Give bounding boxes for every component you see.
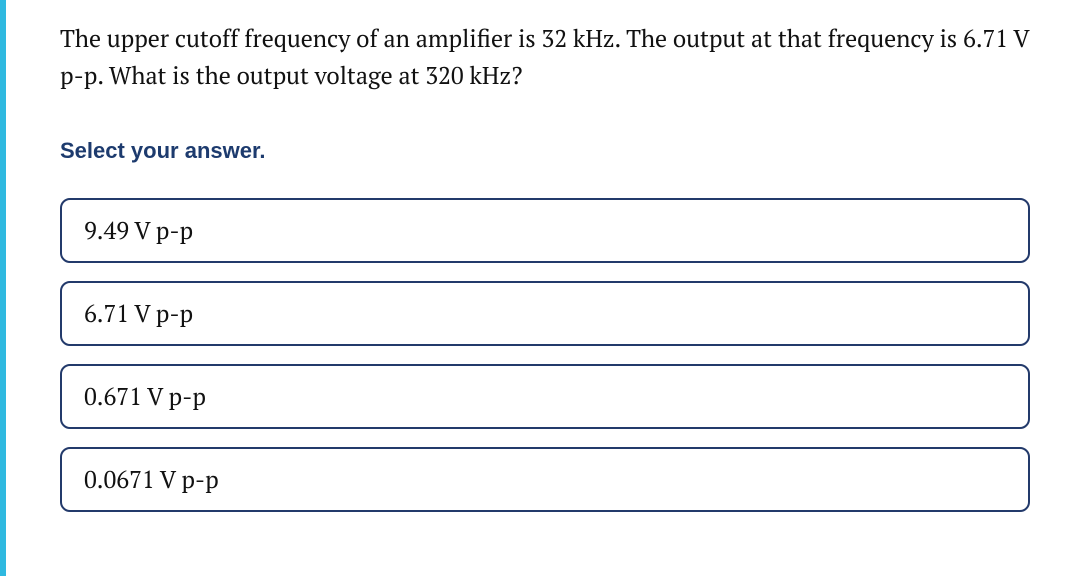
select-answer-prompt: Select your answer. xyxy=(60,138,1030,164)
answer-option-0[interactable]: 9.49 V p-p xyxy=(60,198,1030,263)
answer-option-label: 0.671 V p-p xyxy=(84,380,206,412)
answer-options: 9.49 V p-p 6.71 V p-p 0.671 V p-p 0.0671… xyxy=(60,198,1030,511)
question-text: The upper cutoff frequency of an amplifi… xyxy=(60,20,1030,94)
answer-option-label: 0.0671 V p-p xyxy=(84,463,219,495)
question-card: The upper cutoff frequency of an amplifi… xyxy=(0,0,1078,576)
answer-option-3[interactable]: 0.0671 V p-p xyxy=(60,447,1030,512)
answer-option-2[interactable]: 0.671 V p-p xyxy=(60,364,1030,429)
answer-option-label: 9.49 V p-p xyxy=(84,214,193,246)
answer-option-label: 6.71 V p-p xyxy=(84,297,193,329)
answer-option-1[interactable]: 6.71 V p-p xyxy=(60,281,1030,346)
